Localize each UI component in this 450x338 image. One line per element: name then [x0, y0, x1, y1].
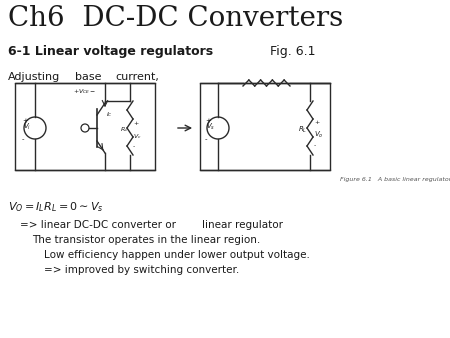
Text: +: + — [22, 118, 28, 124]
Text: $V_O = I_L R_L = 0 \sim V_s$: $V_O = I_L R_L = 0 \sim V_s$ — [8, 200, 104, 214]
Text: +: + — [314, 120, 319, 125]
Text: -: - — [314, 143, 316, 148]
Text: => linear DC-DC converter or        linear regulator: => linear DC-DC converter or linear regu… — [20, 220, 283, 230]
Text: $V_i$: $V_i$ — [23, 122, 31, 132]
Text: -: - — [205, 136, 207, 142]
Text: current,: current, — [115, 72, 159, 82]
Text: Ch6  DC-DC Converters: Ch6 DC-DC Converters — [8, 5, 343, 32]
Text: $R_L$: $R_L$ — [298, 125, 307, 135]
Text: $V_o$: $V_o$ — [314, 130, 324, 140]
Text: The transistor operates in the linear region.: The transistor operates in the linear re… — [32, 235, 260, 245]
Text: +: + — [133, 121, 138, 126]
Text: $V_c$: $V_c$ — [133, 132, 142, 141]
Text: Low efficiency happen under lower output voltage.: Low efficiency happen under lower output… — [44, 250, 310, 260]
Text: Adjusting: Adjusting — [8, 72, 60, 82]
Text: +: + — [205, 118, 211, 124]
Text: $I_C$: $I_C$ — [106, 110, 113, 119]
Text: $R_c$: $R_c$ — [120, 125, 129, 134]
Text: Fig. 6.1: Fig. 6.1 — [270, 45, 315, 58]
Text: $V_s$: $V_s$ — [206, 122, 215, 132]
Text: Figure 6.1   A basic linear regulator.: Figure 6.1 A basic linear regulator. — [340, 177, 450, 182]
Text: -: - — [22, 136, 24, 142]
Text: $+ V_{CE} -$: $+ V_{CE} -$ — [73, 87, 96, 96]
Text: base: base — [75, 72, 102, 82]
Text: 6-1 Linear voltage regulators: 6-1 Linear voltage regulators — [8, 45, 213, 58]
Text: => improved by switching converter.: => improved by switching converter. — [44, 265, 239, 275]
Text: -: - — [133, 144, 135, 149]
